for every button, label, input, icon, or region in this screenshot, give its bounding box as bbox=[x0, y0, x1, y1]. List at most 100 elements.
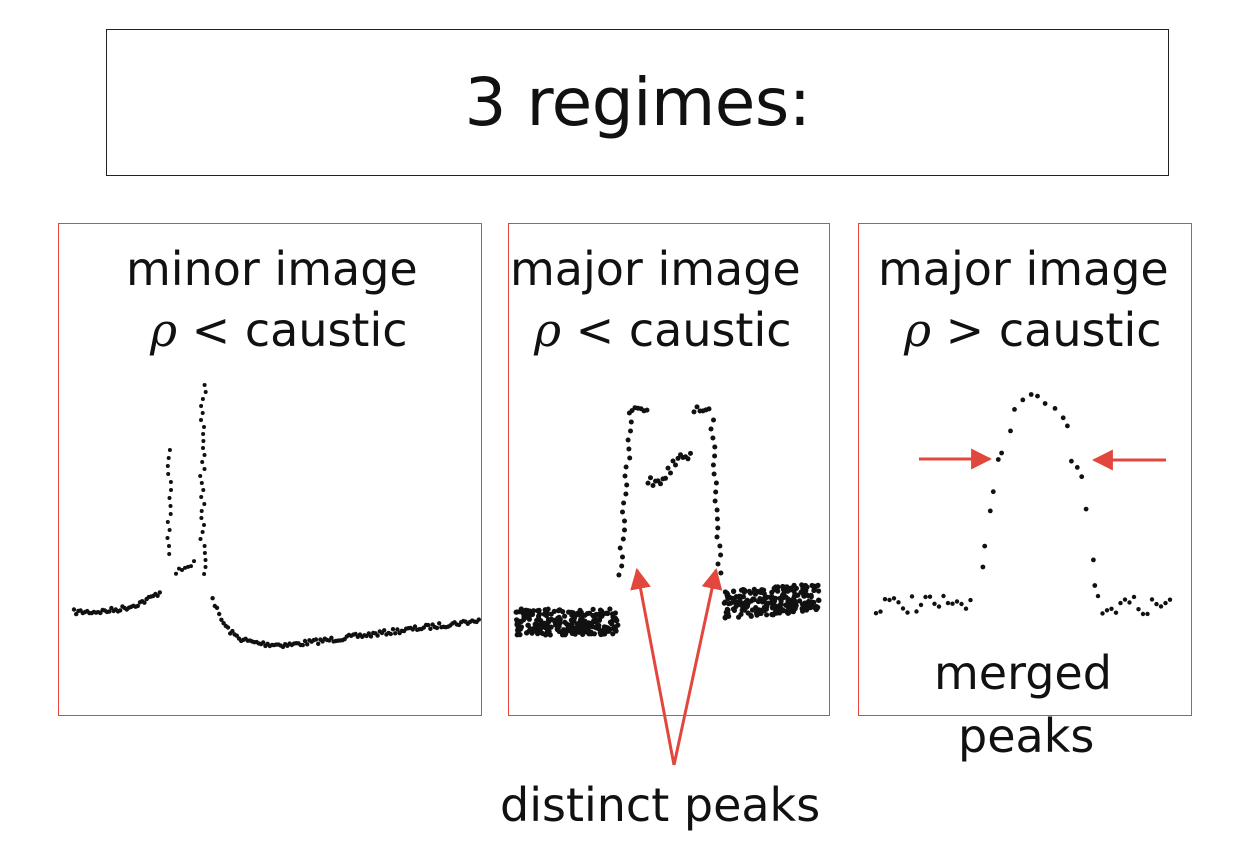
lc2-baseline-point bbox=[790, 596, 796, 603]
lc2-baseline-point bbox=[793, 585, 800, 591]
lc2-fall-point bbox=[713, 480, 719, 486]
lc1-spike-point bbox=[167, 448, 172, 452]
lc1-point bbox=[316, 641, 321, 646]
lc2-baseline-point bbox=[576, 625, 582, 632]
lc2-baseline-point bbox=[561, 627, 567, 633]
distinct-peaks-arrows bbox=[630, 567, 723, 766]
lc2-baseline-point bbox=[793, 603, 799, 609]
lc1-point bbox=[434, 625, 440, 631]
lc3-peak-point bbox=[990, 489, 996, 495]
light-curve-merged bbox=[873, 392, 1173, 617]
lc1-spike-point bbox=[166, 456, 171, 460]
lc3-peak-point bbox=[1020, 397, 1026, 403]
lc1-point bbox=[210, 596, 215, 601]
lc3-peak-point bbox=[1028, 392, 1034, 397]
merged-peak-arrows bbox=[919, 448, 1166, 471]
lc1-point bbox=[71, 607, 77, 612]
lc2-baseline-point bbox=[741, 589, 748, 595]
lc2-rise-point bbox=[620, 554, 625, 560]
lc1-point bbox=[155, 593, 160, 598]
lc2-baseline-point bbox=[587, 610, 593, 616]
lc1-point bbox=[300, 642, 305, 648]
lc2-baseline-point bbox=[538, 625, 544, 631]
lc2-baseline-point bbox=[725, 594, 731, 600]
lc1-spike-point bbox=[168, 480, 173, 484]
lc2-peak-point bbox=[694, 404, 700, 410]
lc3-baseline-point bbox=[891, 596, 897, 601]
lc2-trough-point bbox=[675, 455, 681, 461]
lc1-point bbox=[368, 634, 374, 639]
lc2-baseline-point bbox=[725, 611, 731, 617]
lc2-baseline-point bbox=[522, 607, 528, 614]
lc2-baseline-point bbox=[748, 613, 754, 619]
lc2-baseline-point bbox=[811, 604, 817, 610]
merged-caption-line1: merged bbox=[934, 646, 1112, 700]
lc1-spike-point bbox=[167, 496, 172, 500]
lc1-point bbox=[305, 642, 310, 647]
lc2-rise-point bbox=[625, 437, 631, 443]
lc2-baseline-point bbox=[597, 630, 603, 636]
lc2-baseline-point bbox=[541, 620, 547, 626]
lc2-baseline-point bbox=[547, 632, 553, 638]
panel1-relation: < caustic bbox=[177, 303, 408, 357]
lc1-point bbox=[174, 571, 178, 576]
lc2-baseline-point bbox=[763, 595, 769, 602]
lc1-spike-point bbox=[167, 552, 172, 556]
lc2-baseline-point bbox=[815, 604, 821, 611]
lc1-spike-point bbox=[167, 544, 171, 548]
lc3-peak-point bbox=[1069, 458, 1074, 464]
lc2-rise-point bbox=[628, 419, 634, 425]
rho-symbol: ρ bbox=[534, 303, 562, 357]
lc2-rise-point bbox=[623, 464, 629, 470]
lc3-baseline-point bbox=[1095, 593, 1101, 599]
lc3-baseline-point bbox=[936, 604, 942, 609]
lc2-fall-point bbox=[710, 435, 716, 441]
lc2-trough-point bbox=[688, 450, 693, 456]
lc1-spike-point bbox=[168, 504, 173, 508]
lc1-spike-point bbox=[200, 530, 205, 534]
lc2-baseline-point bbox=[781, 584, 788, 590]
lc2-baseline-point bbox=[532, 628, 538, 634]
lc1-spike-point bbox=[202, 551, 207, 555]
lc2-baseline-point bbox=[761, 607, 768, 614]
lc1-spike-point bbox=[168, 512, 173, 516]
lc3-baseline-point bbox=[950, 601, 955, 606]
lc2-baseline-point bbox=[513, 609, 519, 615]
lc1-point bbox=[426, 622, 431, 628]
lc2-baseline-point bbox=[555, 615, 561, 621]
lc2-baseline-point bbox=[745, 610, 751, 616]
lc1-point bbox=[261, 640, 266, 645]
lc1-point bbox=[74, 611, 79, 617]
lc3-peak-point bbox=[999, 450, 1004, 456]
panel2-label-line2: ρ < caustic bbox=[534, 307, 792, 353]
lc2-peak-point bbox=[644, 407, 650, 413]
lc2-fall-point bbox=[710, 462, 716, 468]
lc3-baseline-point bbox=[1109, 606, 1114, 611]
lc1-spike-point bbox=[202, 453, 207, 457]
panel-major-image-small-source bbox=[508, 223, 830, 716]
lc2-baseline-point bbox=[603, 628, 609, 634]
lc3-baseline-point bbox=[1149, 597, 1155, 602]
lc2-baseline-point bbox=[581, 624, 587, 630]
lc3-baseline-point bbox=[923, 594, 928, 600]
lc3-peak-point bbox=[982, 543, 988, 549]
lc2-fall-point bbox=[715, 525, 721, 531]
lc1-point bbox=[217, 611, 222, 617]
lc2-baseline-point bbox=[731, 588, 737, 595]
lc1-point bbox=[142, 600, 147, 605]
lc2-trough-point bbox=[658, 481, 663, 487]
light-curve-minor bbox=[71, 383, 481, 650]
lc2-fall-point bbox=[717, 543, 723, 549]
lc1-spike-point bbox=[202, 523, 206, 527]
lc1-spike-point bbox=[200, 397, 205, 401]
lc2-baseline-point bbox=[757, 610, 763, 617]
lc2-fall-point bbox=[712, 444, 718, 450]
lc2-baseline-point bbox=[768, 594, 775, 600]
lc2-baseline-point bbox=[769, 605, 776, 611]
lc3-baseline-point bbox=[1122, 597, 1128, 602]
lc3-peak-point bbox=[1052, 406, 1058, 411]
lc2-baseline-point bbox=[761, 591, 767, 597]
lc2-baseline-point bbox=[557, 607, 563, 613]
lc3-peak-point bbox=[1092, 583, 1098, 588]
arrow-right-peak bbox=[672, 567, 723, 766]
